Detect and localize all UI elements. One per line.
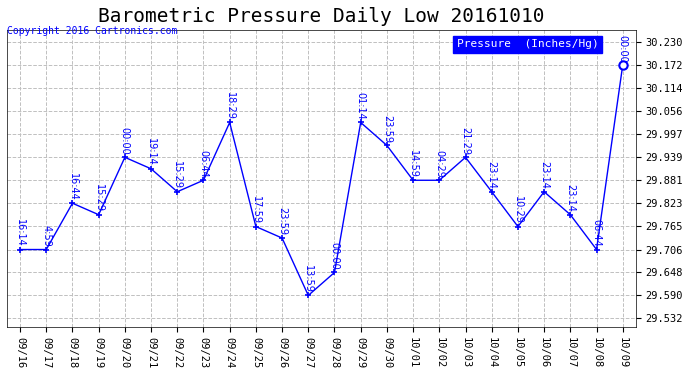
- Text: 23:14: 23:14: [565, 184, 575, 212]
- Text: 00:00: 00:00: [618, 34, 628, 62]
- Text: 17:59: 17:59: [251, 196, 261, 224]
- Text: 06:44: 06:44: [199, 150, 208, 177]
- Text: 16:14: 16:14: [15, 219, 25, 247]
- Text: 00:00: 00:00: [330, 242, 339, 270]
- Text: 06:44: 06:44: [591, 219, 602, 247]
- Text: 23:14: 23:14: [486, 161, 497, 189]
- Text: 19:14: 19:14: [146, 138, 156, 166]
- Text: 14:59: 14:59: [408, 150, 418, 177]
- Text: 00:00: 00:00: [120, 127, 130, 154]
- Text: 15:29: 15:29: [172, 161, 182, 189]
- Text: 04:29: 04:29: [434, 150, 444, 177]
- Title: Barometric Pressure Daily Low 20161010: Barometric Pressure Daily Low 20161010: [98, 7, 544, 26]
- Text: 13:59: 13:59: [304, 265, 313, 292]
- Text: 01:14: 01:14: [355, 92, 366, 120]
- Text: 4:59: 4:59: [41, 225, 51, 247]
- Text: 23:59: 23:59: [382, 115, 392, 142]
- Text: Pressure  (Inches/Hg): Pressure (Inches/Hg): [457, 39, 598, 49]
- Text: 16:44: 16:44: [68, 173, 77, 201]
- Text: 21:29: 21:29: [460, 126, 471, 154]
- Text: 15:29: 15:29: [94, 184, 104, 212]
- Text: 23:59: 23:59: [277, 207, 287, 235]
- Text: 10:29: 10:29: [513, 196, 523, 224]
- Text: 23:14: 23:14: [539, 161, 549, 189]
- Text: Copyright 2016 Cartronics.com: Copyright 2016 Cartronics.com: [7, 26, 177, 36]
- Text: 18:29: 18:29: [225, 92, 235, 120]
